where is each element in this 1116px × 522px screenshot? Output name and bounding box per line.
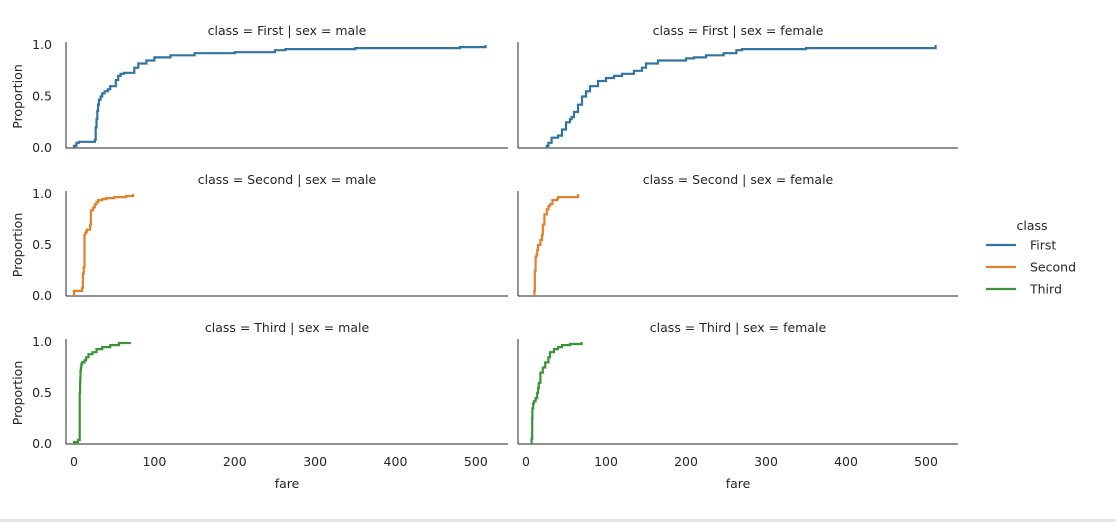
facet-panel: class = Second | sex = male 0.0 0.5 1.0 Prop… — [10, 172, 508, 303]
y-tick-label: 0.0 — [32, 436, 52, 451]
facet-panel: class = First | sex = male 0.0 0.5 1.0 Propo… — [10, 23, 508, 155]
x-axis-label: fare — [726, 476, 751, 491]
facet-title: class = Third | sex = male — [205, 320, 370, 335]
legend-title: class — [1016, 218, 1047, 233]
ecdf-line-first — [72, 45, 487, 148]
legend: class First Second Third — [986, 218, 1076, 297]
y-tick-label: 0.0 — [32, 288, 52, 303]
y-axis-label: Proportion — [10, 64, 25, 129]
y-tick-label: 0.5 — [32, 89, 52, 104]
x-tick-label: 300 — [303, 454, 327, 469]
x-axis-label: fare — [275, 476, 300, 491]
ecdf-line-first — [545, 45, 937, 148]
facet-panel: class = Second | sex = female — [517, 172, 958, 297]
y-tick-label: 1.0 — [32, 186, 52, 201]
y-tick-label: 0.0 — [32, 140, 52, 155]
ecdf-line-third — [72, 341, 131, 444]
x-tick-label: 400 — [834, 454, 858, 469]
y-tick-label: 1.0 — [32, 37, 52, 52]
y-tick-label: 1.0 — [32, 334, 52, 349]
x-tick-label: 500 — [914, 454, 938, 469]
ecdf-line-second — [72, 194, 135, 296]
legend-label-third: Third — [1029, 282, 1062, 297]
ecdf-line-third — [530, 342, 583, 444]
x-tick-label: 200 — [674, 454, 698, 469]
y-axis-label: Proportion — [10, 213, 25, 278]
facet-title: class = First | sex = female — [653, 23, 824, 38]
facet-title: class = Third | sex = female — [650, 320, 827, 335]
x-tick-label: 200 — [223, 454, 247, 469]
y-tick-label: 0.5 — [32, 237, 52, 252]
y-tick-label: 0.5 — [32, 385, 52, 400]
x-tick-label: 100 — [594, 454, 618, 469]
y-axis-label: Proportion — [10, 361, 25, 426]
x-tick-label: 0 — [70, 454, 78, 469]
x-tick-label: 500 — [464, 454, 488, 469]
x-tick-label: 400 — [384, 454, 408, 469]
figure-bottom-border — [0, 519, 1116, 522]
facet-title: class = Second | sex = male — [198, 172, 377, 187]
ecdf-line-second — [533, 194, 580, 296]
x-tick-label: 0 — [522, 454, 530, 469]
facet-panel: class = First | sex = female — [517, 23, 958, 149]
facet-panel: class = Third | sex = male 0.0 0.5 1.0 Propo… — [10, 320, 508, 491]
facet-title: class = First | sex = male — [208, 23, 367, 38]
legend-label-second: Second — [1030, 260, 1076, 275]
x-tick-label: 100 — [142, 454, 166, 469]
legend-label-first: First — [1030, 238, 1056, 253]
facet-panel: class = Third | sex = female 0 100 200 300 40… — [517, 320, 958, 491]
facet-title: class = Second | sex = female — [643, 172, 834, 187]
x-tick-label: 300 — [754, 454, 778, 469]
